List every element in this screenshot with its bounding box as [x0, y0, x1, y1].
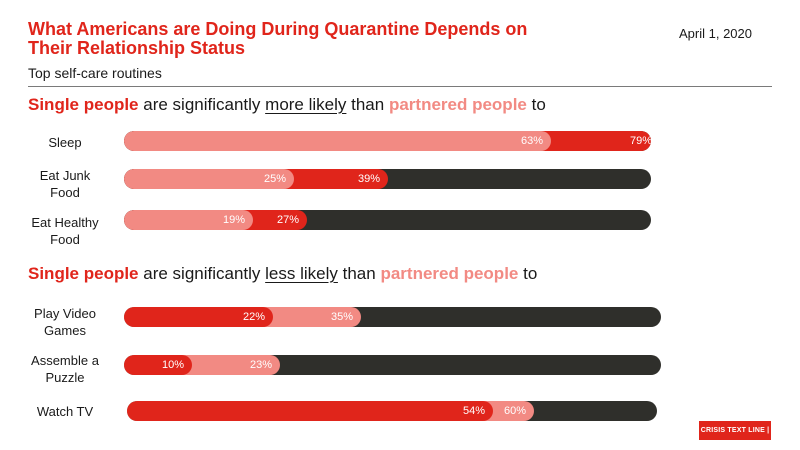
row-label: Eat Junk Food — [39, 168, 91, 200]
crisis-text-line-logo: CRISIS TEXT LINE | — [699, 421, 771, 440]
value-label-partnered: 60% — [504, 405, 527, 417]
section-text: than — [337, 264, 381, 283]
value-label-partnered: 19% — [223, 214, 246, 226]
bar-track: 25% 39% — [124, 169, 651, 189]
bar-track: 63% 79% — [124, 131, 651, 151]
section-partnered-label: partnered people — [388, 95, 527, 114]
value-label-partnered: 25% — [264, 173, 287, 185]
bar-track: 10% 23% — [124, 355, 661, 375]
bar-partnered — [124, 169, 294, 189]
bar-partnered — [124, 210, 253, 230]
value-label-partnered: 63% — [521, 135, 544, 147]
bar-track: 22% 35% — [124, 307, 661, 327]
section-heading-less-likely: Single people are significantly less lik… — [28, 264, 537, 284]
section-text: than — [346, 95, 389, 114]
row-label: Play Video Games — [34, 306, 96, 338]
bar-single — [124, 307, 273, 327]
section-text: to — [518, 264, 538, 283]
value-label-partnered: 35% — [331, 311, 354, 323]
date-label: April 1, 2020 — [679, 26, 752, 41]
value-label-single: 39% — [358, 173, 381, 185]
value-label-single: 27% — [277, 214, 300, 226]
row-label: Watch TV — [36, 404, 94, 419]
row-label: Assemble a Puzzle — [31, 353, 99, 385]
bar-track: 19% 27% — [124, 210, 651, 230]
row-label: Eat Healthy Food — [31, 215, 99, 247]
chart-subtitle: Top self-care routines — [28, 65, 162, 81]
value-label-single: 79% — [630, 135, 651, 147]
section-text: to — [526, 95, 546, 114]
row-label: Sleep — [48, 135, 82, 150]
bar-single — [124, 355, 192, 375]
value-label-partnered: 23% — [250, 359, 273, 371]
section-comparison: less likely — [265, 264, 338, 283]
section-single-label: Single people — [28, 264, 139, 283]
value-label-single: 54% — [463, 405, 486, 417]
bar-track: 54% 60% — [127, 401, 657, 421]
chart-title: What Americans are Doing During Quaranti… — [28, 19, 528, 58]
section-heading-more-likely: Single people are significantly more lik… — [28, 95, 546, 115]
bar-single — [127, 401, 493, 421]
value-label-single: 10% — [162, 359, 185, 371]
header-divider — [28, 86, 772, 87]
value-label-single: 22% — [243, 311, 266, 323]
section-text: are significantly — [138, 95, 266, 114]
section-partnered-label: partnered people — [380, 264, 519, 283]
section-comparison: more likely — [265, 95, 347, 114]
bar-partnered — [124, 131, 551, 151]
section-single-label: Single people — [28, 95, 139, 114]
section-text: are significantly — [138, 264, 266, 283]
